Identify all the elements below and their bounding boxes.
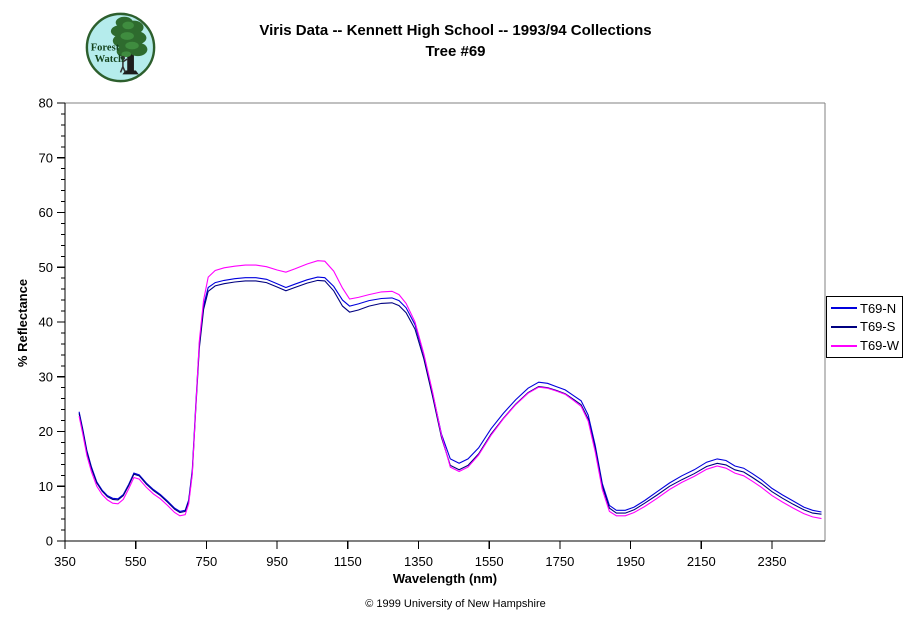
svg-text:350: 350 — [54, 554, 76, 569]
legend-label-t69-n: T69-N — [860, 300, 897, 316]
title-line-1: Viris Data -- Kennett High School -- 199… — [259, 22, 652, 39]
svg-text:40: 40 — [39, 315, 53, 330]
x-axis-title: Wavelength (nm) — [392, 571, 498, 586]
legend: T69-N T69-S T69-W — [826, 296, 903, 358]
svg-text:2150: 2150 — [687, 554, 716, 569]
forest-watch-logo-image: Forest Watch — [85, 12, 156, 83]
svg-text:550: 550 — [125, 554, 147, 569]
svg-text:60: 60 — [39, 205, 53, 220]
logo-text-watch: Watch — [95, 54, 124, 65]
svg-text:750: 750 — [196, 554, 218, 569]
svg-text:950: 950 — [266, 554, 288, 569]
svg-text:1550: 1550 — [475, 554, 504, 569]
svg-text:0: 0 — [46, 534, 53, 549]
svg-text:1750: 1750 — [545, 554, 574, 569]
person-icon — [119, 55, 128, 73]
legend-line-t69-w — [831, 344, 857, 347]
forest-watch-logo: Forest Watch — [84, 11, 157, 84]
logo-text-forest: Forest — [91, 42, 120, 53]
legend-line-t69-n — [831, 307, 857, 310]
title-line-2: Tree #69 — [425, 43, 486, 60]
legend-item-t69-n: T69-N — [831, 301, 902, 316]
legend-line-t69-s — [831, 325, 857, 328]
legend-label-t69-s: T69-S — [860, 319, 896, 335]
svg-text:30: 30 — [39, 369, 53, 384]
svg-text:1950: 1950 — [616, 554, 645, 569]
y-axis-title: % Reflectance — [15, 278, 30, 368]
legend-item-t69-w: T69-W — [831, 338, 902, 353]
svg-text:1350: 1350 — [404, 554, 433, 569]
legend-label-t69-w: T69-W — [860, 338, 899, 354]
svg-text:10: 10 — [39, 479, 53, 494]
copyright-notice: © 1999 University of New Hampshire — [365, 598, 546, 610]
svg-text:1150: 1150 — [334, 554, 362, 569]
svg-text:70: 70 — [39, 150, 53, 165]
legend-item-t69-s: T69-S — [831, 319, 902, 334]
svg-text:2350: 2350 — [758, 554, 787, 569]
tree-icon — [110, 16, 148, 75]
svg-text:20: 20 — [39, 424, 53, 439]
svg-text:80: 80 — [39, 96, 53, 111]
svg-text:50: 50 — [39, 260, 53, 275]
chart-title-block: Viris Data -- Kennett High School -- 199… — [0, 20, 911, 62]
